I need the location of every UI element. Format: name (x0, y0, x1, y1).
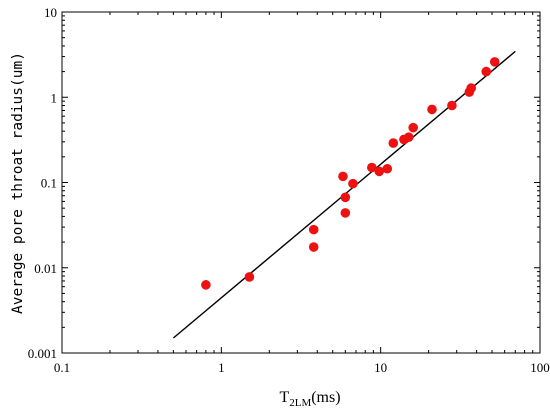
data-point (481, 66, 492, 77)
data-point (447, 100, 457, 111)
data-point (340, 192, 351, 203)
data-point (403, 132, 414, 142)
y-tick-label: 0.01 (34, 261, 57, 276)
data-point (308, 242, 319, 252)
y-tick-label: 10 (44, 5, 57, 20)
data-point (489, 57, 500, 67)
data-point (408, 122, 418, 133)
y-tick-labels: 0.001 0.01 0.1 1 10 (28, 5, 57, 361)
y-tick-label: 1 (51, 90, 58, 105)
data-point (308, 224, 319, 235)
axis-ticks (62, 12, 540, 353)
x-axis-title: T2LM(ms) (279, 389, 340, 409)
data-point (382, 163, 393, 174)
x-tick-label: 100 (530, 360, 550, 375)
data-point (338, 171, 348, 182)
x-tick-labels: 0.1 1 10 100 (54, 360, 550, 375)
data-point (374, 166, 385, 177)
x-tick-label: 0.1 (54, 360, 70, 375)
y-tick-label: 0.1 (41, 176, 57, 191)
data-points (201, 57, 500, 290)
x-tick-label: 1 (218, 360, 225, 375)
x-axis-title-unit: (ms) (311, 389, 340, 406)
data-point (201, 280, 211, 290)
plot-frame (61, 11, 541, 354)
x-axis-title-subscript: 2LM (289, 397, 311, 409)
data-point (427, 104, 437, 115)
data-point (466, 83, 477, 93)
data-point (367, 162, 377, 173)
data-point (340, 208, 351, 218)
x-axis-title-main: T (279, 389, 289, 406)
data-point (388, 138, 399, 148)
x-tick-label: 10 (374, 360, 387, 375)
y-axis-title: Average pore throat radius(um) (10, 52, 26, 314)
data-point (348, 178, 358, 189)
y-tick-label: 0.001 (28, 346, 57, 361)
data-point (244, 272, 255, 282)
